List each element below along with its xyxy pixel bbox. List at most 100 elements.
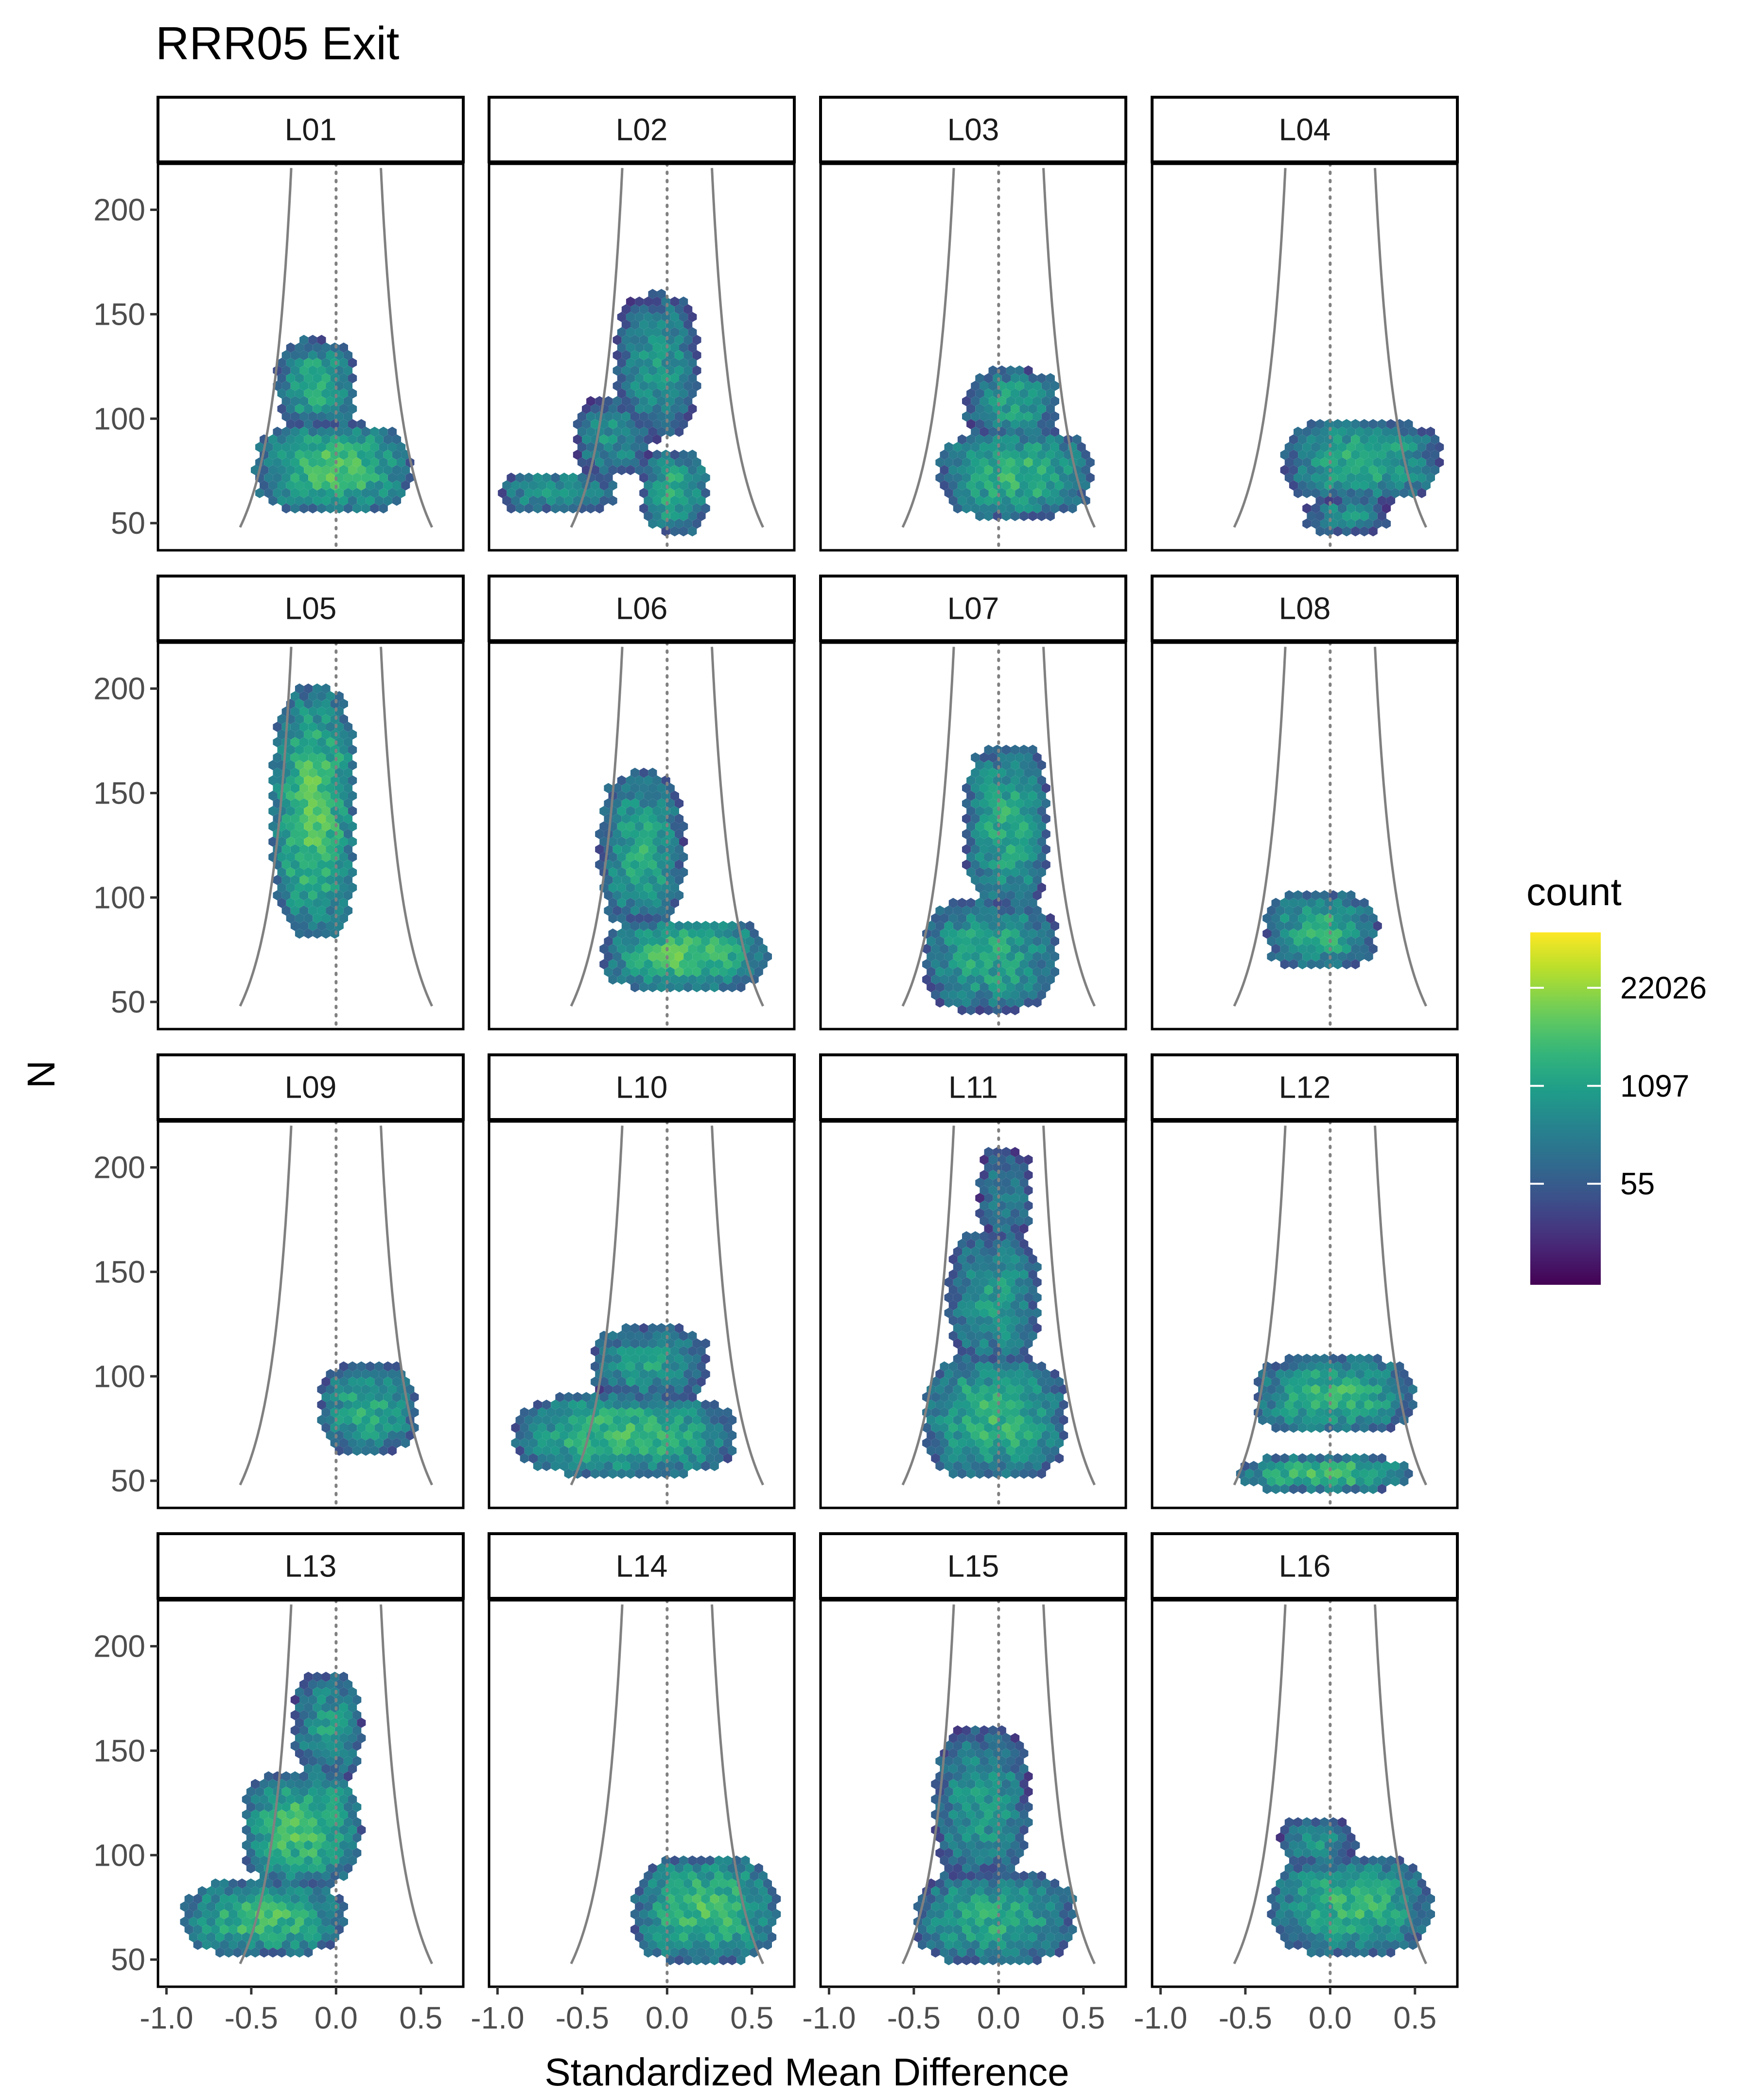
- hexbin: [728, 1878, 737, 1889]
- hexbin: [339, 1407, 348, 1418]
- hexbin: [1024, 442, 1033, 453]
- hexbin: [321, 1779, 331, 1789]
- hexbin: [189, 1901, 198, 1912]
- hexbin: [1298, 928, 1307, 939]
- hexbin: [1041, 936, 1050, 946]
- hexbin: [710, 966, 719, 977]
- hexbin: [273, 488, 282, 498]
- hexbin: [975, 480, 984, 490]
- funnel-curve: [1374, 647, 1427, 1007]
- hexbin: [1377, 1377, 1386, 1387]
- hexbin: [361, 488, 370, 498]
- hexbin: [286, 1871, 295, 1881]
- hexbin: [1360, 1469, 1369, 1479]
- hexbin: [966, 465, 976, 475]
- y-axis-label: N: [19, 1060, 63, 1088]
- hexbin: [246, 1786, 256, 1797]
- hexbin: [617, 867, 626, 877]
- hexbin: [313, 806, 322, 816]
- hexbin: [586, 426, 595, 437]
- hexbin: [608, 480, 617, 490]
- hexbin: [1037, 495, 1046, 506]
- hexbin: [1395, 1361, 1404, 1372]
- hexbin: [1333, 434, 1342, 445]
- hexbin: [980, 411, 989, 422]
- hexbin: [313, 1764, 322, 1774]
- hexbin: [604, 472, 613, 483]
- hexbin: [971, 1909, 980, 1920]
- hexbin: [1015, 1170, 1024, 1180]
- hexbin: [1019, 821, 1029, 832]
- hexbin: [962, 1461, 971, 1471]
- hexbin: [1408, 1384, 1418, 1395]
- hexbin: [1368, 1377, 1378, 1387]
- hexbin: [966, 806, 976, 816]
- hexbin: [683, 1400, 693, 1410]
- hexbin: [1037, 1469, 1046, 1479]
- hexbin: [317, 350, 326, 361]
- hexbin: [763, 1940, 772, 1950]
- hexbin: [948, 1330, 958, 1341]
- hexbin: [242, 1917, 251, 1927]
- hexbin: [718, 1445, 728, 1456]
- hexbin: [277, 1901, 286, 1912]
- hexbin: [281, 859, 291, 870]
- hexbin: [1015, 442, 1024, 453]
- hexbin: [971, 1786, 980, 1797]
- hexbin: [975, 1239, 984, 1249]
- hexbin: [975, 373, 984, 384]
- hexbin: [348, 867, 357, 877]
- hexbin: [971, 1338, 980, 1349]
- hexbin: [1041, 503, 1050, 514]
- hexbin: [1360, 511, 1369, 521]
- hexbin: [1028, 1361, 1037, 1372]
- hexbin: [538, 1438, 547, 1448]
- hexbin: [1006, 1200, 1015, 1211]
- hexbin: [343, 721, 353, 732]
- hexbin: [1019, 1254, 1029, 1264]
- hexbin: [1046, 373, 1055, 384]
- hexbin: [657, 1369, 666, 1380]
- hexbin: [957, 1392, 967, 1402]
- hexbin: [599, 1422, 609, 1433]
- hexbin: [1307, 1484, 1316, 1494]
- hexbin: [281, 442, 291, 453]
- hexbin: [705, 1947, 715, 1958]
- hexbin: [692, 936, 701, 946]
- hexbin: [1302, 1369, 1312, 1380]
- hexbin: [1298, 1469, 1307, 1479]
- hexbin-layer: [935, 365, 1095, 521]
- hexbin: [507, 488, 516, 498]
- hexbin: [630, 813, 640, 824]
- hexbin: [1368, 434, 1378, 445]
- hexbin: [621, 798, 630, 809]
- hexbin: [1315, 1377, 1325, 1387]
- hexbin: [648, 304, 657, 315]
- hexbin: [1355, 1415, 1365, 1425]
- hexbin: [1059, 503, 1068, 514]
- hexbin: [410, 1407, 419, 1418]
- hexbin-layer: [511, 1323, 737, 1479]
- hexbin: [290, 1924, 299, 1935]
- hexbin: [980, 426, 989, 437]
- hexbin: [193, 1893, 202, 1904]
- funnel-curve: [380, 1125, 433, 1486]
- hexbin: [308, 488, 317, 498]
- hexbin: [971, 472, 980, 483]
- hexbin: [1280, 1469, 1289, 1479]
- hexbin: [635, 465, 644, 475]
- hexbin: [1404, 1886, 1413, 1896]
- hexbin: [630, 426, 640, 437]
- hexbin: [268, 790, 278, 801]
- hexbin: [326, 844, 335, 855]
- hexbin: [295, 465, 304, 475]
- hexbin: [321, 419, 331, 429]
- hexbin: [308, 829, 317, 840]
- hexbin: [984, 1330, 993, 1341]
- hexbin: [701, 1353, 710, 1364]
- hexbin: [1329, 457, 1338, 468]
- hexbin: [379, 1369, 388, 1380]
- hexbin: [750, 1886, 759, 1896]
- hexbin: [935, 1878, 945, 1889]
- hexbin: [670, 1901, 679, 1912]
